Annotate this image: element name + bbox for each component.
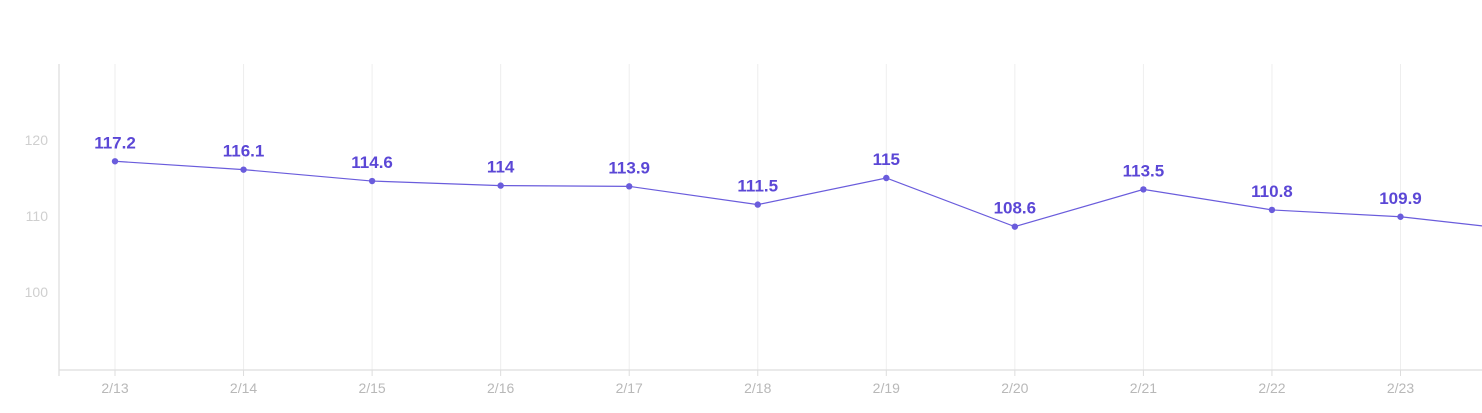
grid-lines: [114, 64, 1401, 370]
x-tick-label: 2/15: [358, 380, 385, 396]
y-axis-ticks: 100 110 120: [25, 132, 49, 300]
data-label: 114: [487, 158, 515, 177]
x-tick-label: 2/14: [230, 380, 257, 396]
data-label: 115: [873, 150, 900, 169]
x-tick-label: 2/19: [873, 380, 900, 396]
data-points: [111, 158, 1404, 230]
x-tick-label: 2/22: [1258, 380, 1285, 396]
x-tick-label: 2/16: [487, 380, 514, 396]
data-label: 114.6: [351, 153, 393, 172]
data-label: 113.5: [1123, 161, 1165, 180]
data-point: [1268, 206, 1276, 214]
y-tick-label: 100: [25, 284, 49, 300]
data-label: 109.9: [1379, 189, 1422, 208]
data-point: [1397, 213, 1404, 220]
x-tick-label: 2/13: [101, 380, 128, 396]
series-line-path: [114, 160, 1482, 228]
x-tick-label: 2/21: [1130, 380, 1157, 396]
data-label: 111.5: [737, 177, 778, 196]
data-label: 116.1: [223, 142, 265, 161]
data-point: [111, 158, 119, 165]
data-label: 117.2: [94, 133, 136, 152]
data-label: 108.6: [994, 199, 1037, 218]
x-tick-label: 2/17: [616, 380, 643, 396]
x-tick-label: 2/23: [1387, 380, 1414, 396]
axes: [58, 64, 1482, 376]
data-point: [883, 174, 890, 182]
series-line: [114, 160, 1482, 228]
data-label: 110.8: [1251, 182, 1293, 201]
data-point: [1011, 223, 1019, 230]
x-tick-label: 2/18: [744, 380, 771, 396]
y-tick-label: 110: [26, 208, 49, 224]
data-labels: 117.2 116.1 114.6 114 113.9 111.5 115 108.6 113.…: [94, 133, 1422, 217]
x-tick-label: 2/20: [1001, 380, 1028, 396]
data-point: [368, 177, 376, 185]
data-point: [497, 182, 504, 189]
data-point: [754, 201, 761, 208]
data-point: [626, 183, 633, 190]
data-point: [240, 166, 247, 173]
data-point: [1140, 186, 1147, 193]
y-tick-label: 120: [25, 132, 49, 148]
x-axis-ticks: 2/13 2/14 2/15 2/16 2/17 2/18 2/19 2/20 2/21 2/22…: [101, 370, 1414, 396]
data-label: 113.9: [608, 158, 650, 177]
